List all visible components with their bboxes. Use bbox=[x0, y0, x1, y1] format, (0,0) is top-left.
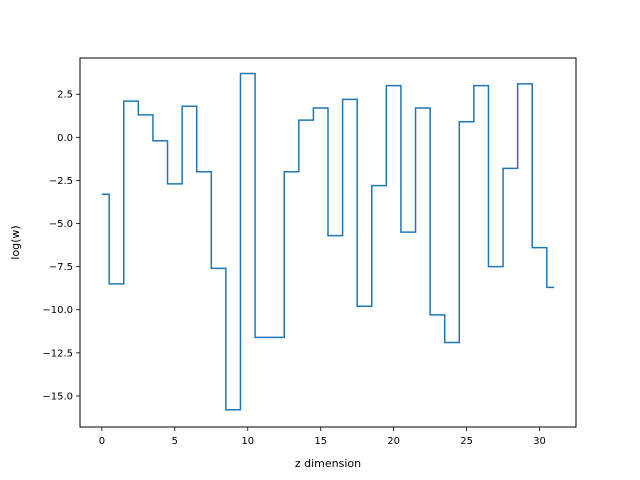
x-tick-label: 15 bbox=[314, 436, 327, 447]
x-tick-label: 30 bbox=[533, 436, 546, 447]
x-axis-label: z dimension bbox=[295, 457, 361, 470]
y-axis-label: log(w) bbox=[9, 225, 22, 259]
y-tick-label: −5.0 bbox=[49, 219, 73, 230]
plot-frame bbox=[79, 57, 577, 428]
y-tick-label: −15.0 bbox=[42, 391, 73, 402]
y-tick-label: −7.5 bbox=[49, 262, 73, 273]
y-tick-label: −12.5 bbox=[42, 348, 73, 359]
y-tick-label: −10.0 bbox=[42, 305, 73, 316]
y-ticks: 2.5 0.0 −2.5 −5.0 −7.5 −10.0 −12.5 −15.0 bbox=[42, 90, 80, 402]
series-line bbox=[101, 72, 555, 411]
x-tick-label: 10 bbox=[241, 436, 254, 447]
x-tick-label: 20 bbox=[387, 436, 400, 447]
y-tick-label: 2.5 bbox=[57, 90, 73, 101]
x-tick-label: 0 bbox=[99, 436, 105, 447]
x-ticks: 0 5 10 15 20 25 30 bbox=[99, 427, 546, 447]
x-tick-label: 5 bbox=[172, 436, 178, 447]
x-tick-label: 25 bbox=[460, 436, 473, 447]
y-tick-label: −2.5 bbox=[49, 176, 73, 187]
y-tick-label: 0.0 bbox=[57, 133, 73, 144]
